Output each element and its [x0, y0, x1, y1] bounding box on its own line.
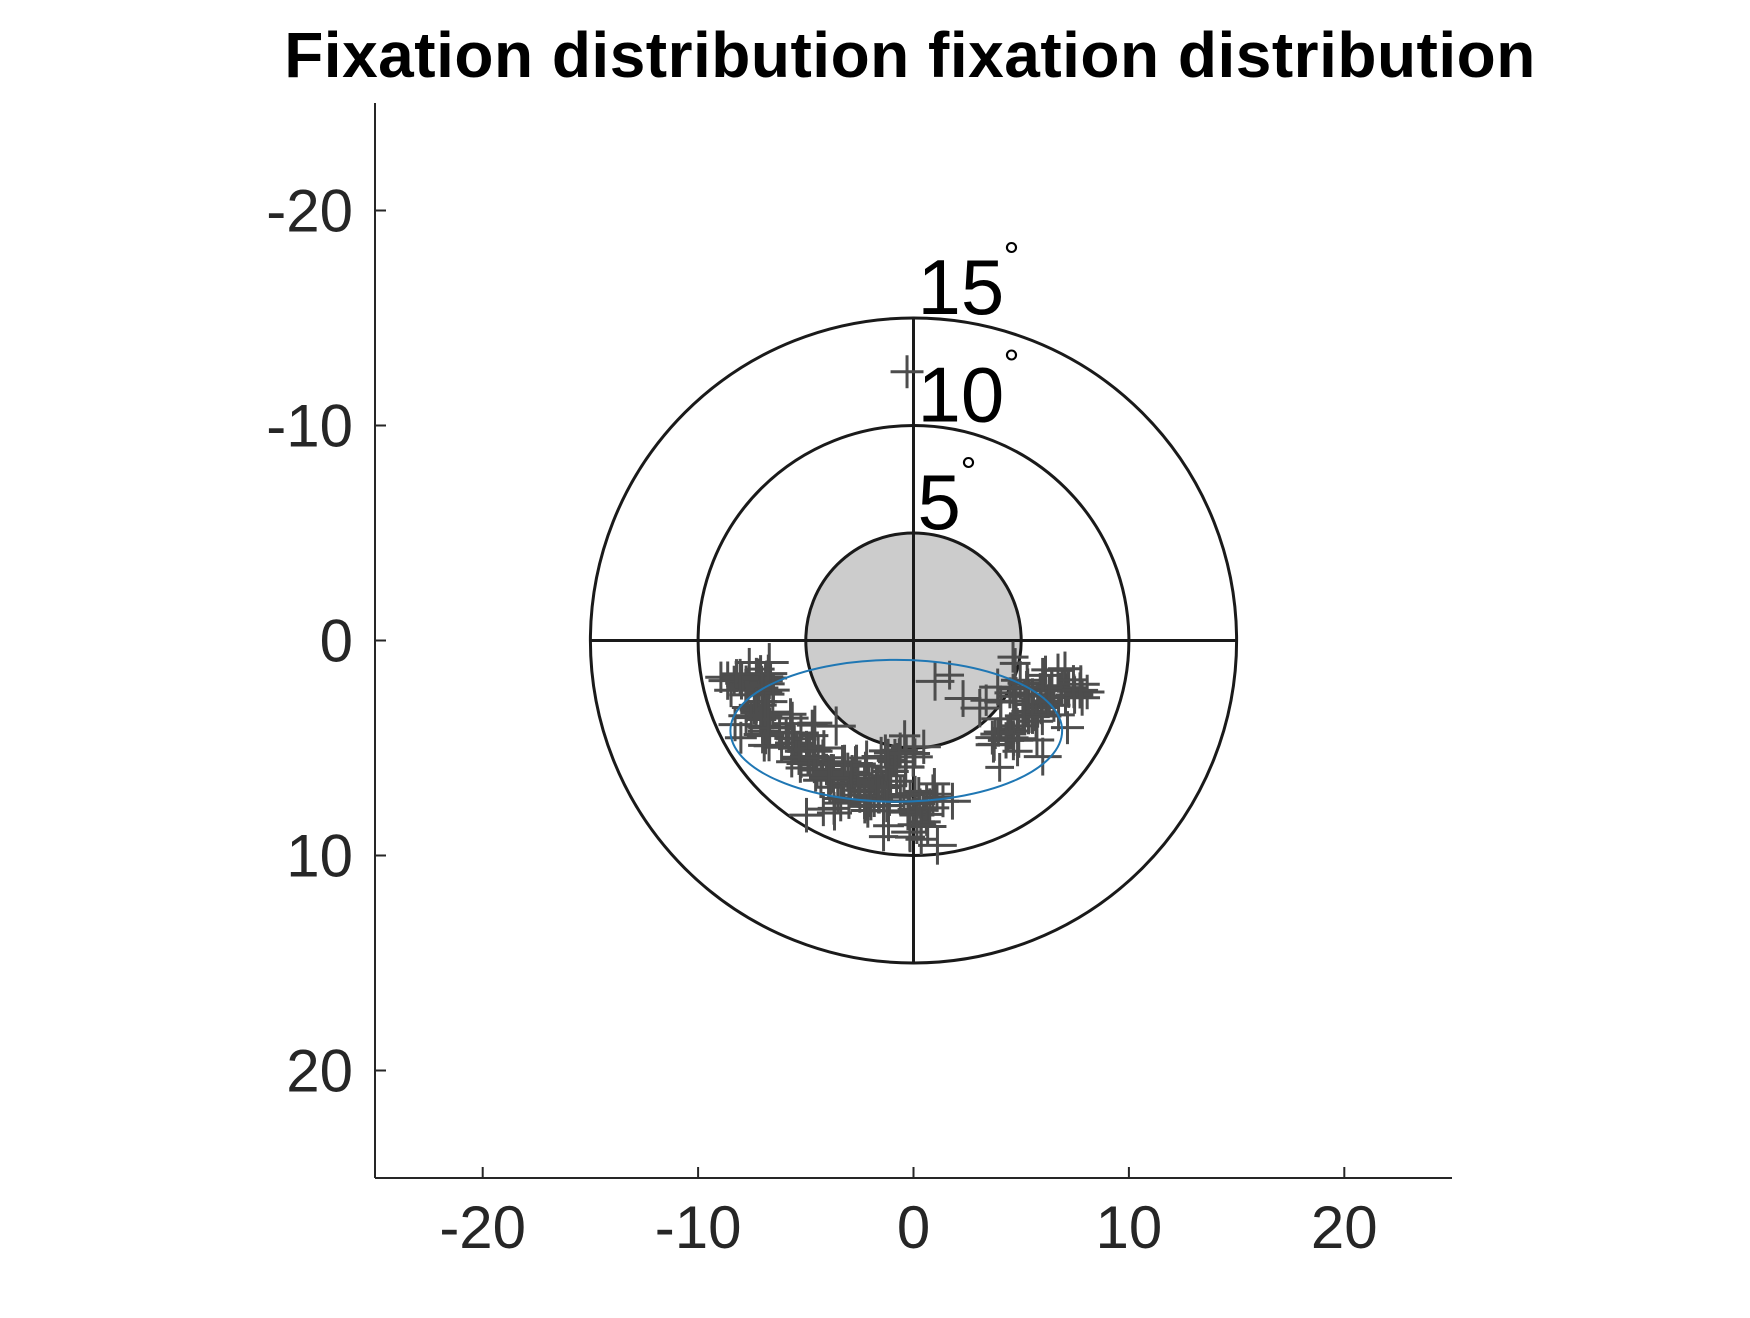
ring-label-15: 15: [918, 243, 1005, 331]
fixation-point: [983, 717, 1014, 747]
fixation-point: [1002, 736, 1033, 767]
fixation-point: [1050, 711, 1085, 745]
ring-label-10: 10: [918, 351, 1005, 439]
fixation-point: [918, 768, 951, 800]
fixation-point: [944, 680, 982, 717]
fixation-point: [721, 659, 752, 689]
fixation-point: [804, 739, 842, 777]
fixation-point: [1058, 665, 1089, 695]
x-tick-label: -10: [655, 1194, 742, 1261]
fixation-point: [876, 738, 913, 775]
fixation-point: [803, 736, 833, 766]
x-tick-label: -20: [439, 1194, 526, 1261]
fixation-point: [873, 738, 903, 768]
y-tick-label: -20: [266, 178, 353, 245]
fixation-point: [915, 662, 955, 701]
fixation-point: [997, 641, 1029, 673]
x-tick-label: 10: [1096, 1194, 1163, 1261]
fixation-point: [897, 805, 937, 844]
fixation-point: [722, 658, 759, 696]
fixation-point: [868, 822, 899, 852]
fixation-point: [822, 785, 859, 822]
fixation-point: [789, 797, 824, 833]
fixation-point: [809, 758, 849, 798]
fixation-point: [1008, 701, 1040, 733]
fixation-point: [999, 648, 1031, 679]
chart-title: Fixation distribution fixation distribut…: [284, 19, 1536, 91]
fixation-point: [748, 708, 788, 748]
fixation-point: [904, 788, 936, 819]
ring-degree-5: °: [961, 450, 977, 494]
fixation-point: [960, 688, 999, 728]
fixation-point: [1000, 660, 1040, 700]
fixation-point: [868, 734, 902, 768]
fixation-point: [745, 703, 777, 736]
fixation-point: [891, 813, 929, 851]
fixation-point: [850, 793, 885, 828]
fixation-point: [980, 719, 1011, 750]
ring-degree-10: °: [1004, 343, 1020, 387]
fixation-point: [1031, 655, 1060, 685]
fixation-point: [889, 720, 921, 752]
y-tick-label: -10: [266, 393, 353, 460]
fixation-point: [890, 355, 924, 389]
fixation-point: [1064, 679, 1101, 716]
fixation-point: [999, 686, 1029, 716]
fixation-point: [870, 789, 904, 823]
fixation-point: [816, 706, 856, 746]
fixation-ellipse: [729, 658, 1064, 803]
y-tick-label: 0: [320, 608, 353, 675]
fixation-point: [935, 660, 965, 690]
fixation-point: [906, 729, 941, 764]
fixation-point: [772, 704, 812, 743]
x-tick-label: 20: [1311, 1194, 1378, 1261]
y-tick-label: 10: [286, 823, 353, 890]
fixation-point: [827, 744, 862, 779]
ring-label-5: 5: [918, 458, 961, 546]
fixation-point: [970, 684, 1002, 716]
fixation-point: [724, 661, 759, 696]
fixation-point: [816, 795, 853, 831]
ring-degree-15: °: [1004, 235, 1020, 279]
x-tick-label: 0: [897, 1194, 930, 1261]
y-tick-label: 20: [286, 1038, 353, 1105]
fixation-point: [985, 752, 1015, 782]
fixation-point: [1023, 737, 1062, 776]
fixation-point: [1025, 657, 1061, 693]
fixation-point: [918, 825, 957, 865]
